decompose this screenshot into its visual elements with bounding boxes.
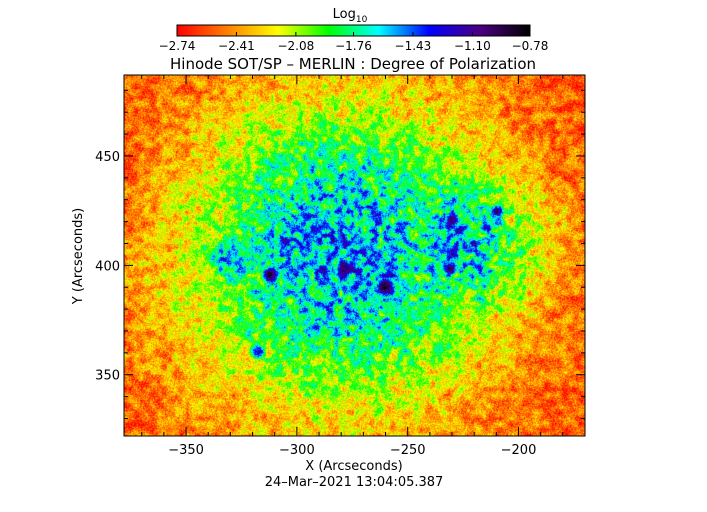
colorbar-tick-label: −1.43	[395, 39, 432, 53]
colorbar-tick-label: −2.74	[159, 39, 196, 53]
chart-title: Hinode SOT/SP – MERLIN : Degree of Polar…	[170, 55, 536, 73]
y-tick-label: 400	[95, 259, 120, 274]
x-axis: −350 −300 −250 −200	[141, 75, 586, 458]
x-axis-label: X (Arcseconds)	[305, 459, 402, 474]
colorbar-tick-label: −2.41	[218, 39, 255, 53]
heatmap-image	[124, 75, 585, 436]
x-tick-label: −300	[279, 443, 315, 458]
x-tick-label: −200	[501, 443, 537, 458]
y-axis-label: Y (Arcseconds)	[71, 208, 86, 305]
colorbar-label: Log10	[333, 7, 368, 25]
y-tick-label: 450	[95, 150, 120, 165]
colorbar-tick-label: −2.08	[277, 39, 314, 53]
plot-frame	[123, 74, 586, 437]
colorbar-tick-label: −1.76	[335, 39, 372, 53]
x-tick-label: −350	[168, 443, 204, 458]
colorbar-tick-label: −0.78	[512, 39, 549, 53]
colorbar-ticks: −2.74 −2.41 −2.08 −1.76 −1.43 −1.10 −0.78	[159, 32, 549, 53]
y-axis: 350 400 450	[95, 89, 585, 419]
y-tick-label: 350	[95, 369, 120, 384]
colorbar-tick-label: −1.10	[454, 39, 491, 53]
timestamp: 24–Mar–2021 13:04:05.387	[265, 475, 444, 490]
x-tick-label: −250	[390, 443, 426, 458]
